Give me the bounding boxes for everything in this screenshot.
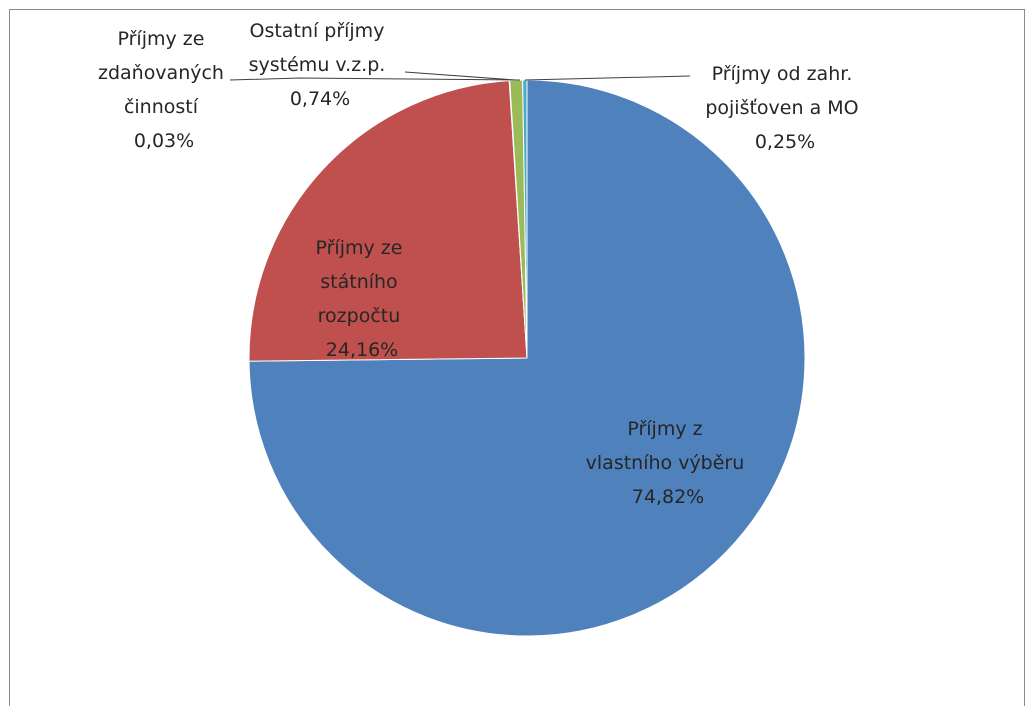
- slice-pct: 74,82%: [632, 486, 704, 508]
- slice-pct: 0,25%: [755, 131, 815, 153]
- slice-label-line: Příjmy z: [627, 418, 702, 440]
- slice-label-zdanovane-cinnosti: Příjmy ze zdaňovaných činností 0,03%: [98, 28, 230, 152]
- slice-label-statni-rozpocet: Příjmy ze státního rozpočtu 24,16%: [316, 237, 409, 361]
- chart-frame: [9, 9, 1025, 706]
- leader-line-ostatni-prijmy: [404, 71, 516, 81]
- leader-line-zahranicni-pojistovny: [524, 75, 691, 81]
- pie-slice-vlastni-vyber: [248, 79, 806, 637]
- slice-pct: 0,03%: [134, 130, 194, 152]
- slice-label-line: státního: [320, 271, 397, 293]
- slice-pct: 24,16%: [326, 339, 398, 361]
- slice-label-ostatni-prijmy: Ostatní příjmy systému v.z.p. 0,74%: [249, 20, 392, 110]
- slice-label-line: pojišťoven a MO: [705, 97, 858, 119]
- slice-label-line: Příjmy ze: [118, 28, 205, 50]
- pie-slices: [248, 79, 806, 637]
- pie-slice-statni-rozpocet: [248, 80, 528, 362]
- leader-lines: [229, 71, 691, 81]
- slice-label-line: Ostatní příjmy: [250, 20, 385, 42]
- slice-pct: 0,74%: [290, 88, 350, 110]
- slice-label-line: Příjmy ze: [316, 237, 403, 259]
- slice-label-vlastni-vyber: Příjmy z vlastního výběru 74,82%: [586, 418, 751, 508]
- slice-label-line: činností: [124, 96, 199, 118]
- slice-label-line: zdaňovaných: [98, 62, 224, 84]
- slice-label-line: Příjmy od zahr.: [712, 63, 853, 85]
- slice-label-line: vlastního výběru: [586, 452, 745, 474]
- leader-line-zdanovane-cinnosti: [229, 77, 521, 81]
- slice-label-zahranicni-pojistovny: Příjmy od zahr. pojišťoven a MO 0,25%: [705, 63, 864, 153]
- slice-label-line: rozpočtu: [318, 305, 401, 327]
- slice-label-line: systému v.z.p.: [249, 54, 386, 76]
